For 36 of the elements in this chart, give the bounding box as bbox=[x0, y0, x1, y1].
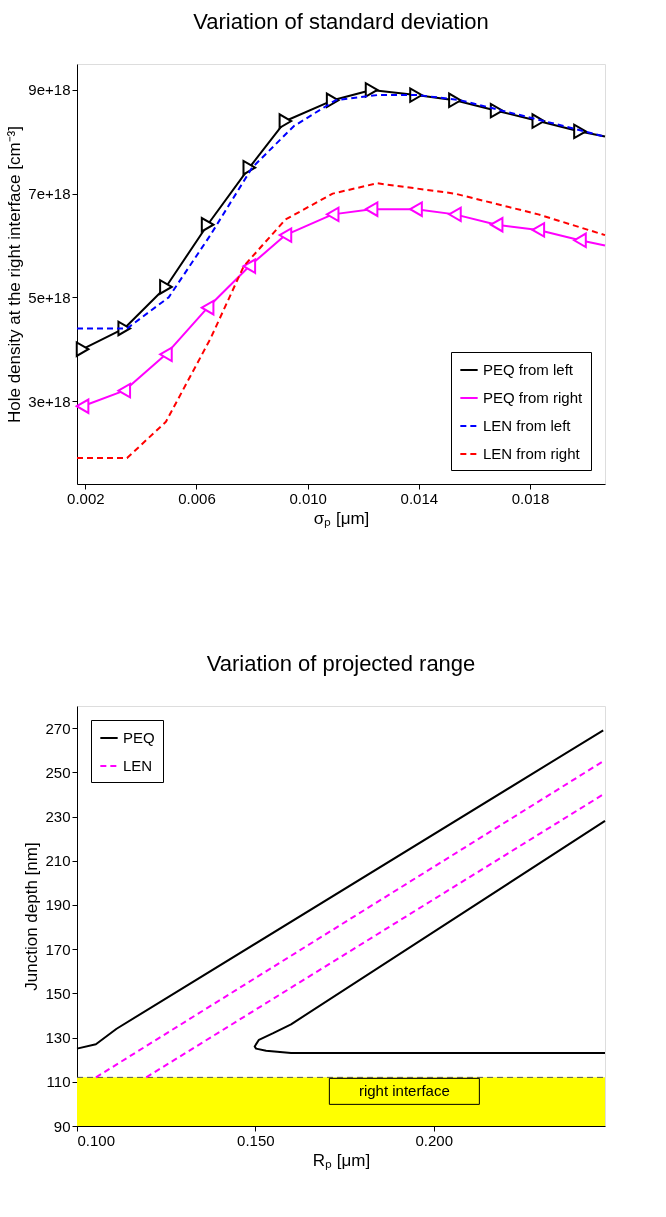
x-tick-label: 0.200 bbox=[415, 1131, 454, 1149]
chart-title: Variation of projected range bbox=[206, 651, 476, 676]
y-tick-label: 9e+18 bbox=[28, 81, 71, 99]
x-tick-label: 0.100 bbox=[77, 1131, 116, 1149]
x-tick-label: 0.006 bbox=[178, 489, 216, 507]
x-tick-label: 0.014 bbox=[400, 489, 439, 507]
x-axis-title: σₚ [μm] bbox=[313, 508, 370, 529]
chart-title: Variation of standard deviation bbox=[193, 9, 489, 34]
x-tick-label: 0.150 bbox=[237, 1131, 275, 1149]
y-tick-label: 130 bbox=[45, 1029, 71, 1047]
y-tick-label: 7e+18 bbox=[28, 185, 71, 203]
band-label: right interface bbox=[358, 1082, 450, 1100]
x-axis-title: Rₚ [μm] bbox=[312, 1150, 371, 1171]
legend-label: LEN from left bbox=[483, 417, 572, 434]
y-tick-label: 250 bbox=[45, 763, 71, 781]
legend-label: PEQ from right bbox=[483, 389, 584, 406]
line-series bbox=[253, 819, 606, 1055]
legend-label: PEQ bbox=[123, 729, 155, 746]
y-tick-label: 190 bbox=[45, 896, 71, 914]
y-tick-label: 110 bbox=[46, 1073, 71, 1091]
y-tick-label: 3e+18 bbox=[28, 392, 71, 410]
legend-label: LEN bbox=[123, 757, 153, 774]
y-axis-title: Junction depth [nm] bbox=[22, 842, 42, 991]
x-tick-label: 0.002 bbox=[67, 489, 105, 507]
x-tick-label: 0.018 bbox=[511, 489, 550, 507]
y-tick-label: 230 bbox=[45, 808, 71, 826]
x-tick-label: 0.010 bbox=[289, 489, 327, 507]
y-axis-title: Hole density at the right interface [cm⁻³] bbox=[5, 125, 25, 424]
y-tick-label: 5e+18 bbox=[28, 288, 71, 306]
y-tick-label: 170 bbox=[45, 940, 71, 958]
y-tick-label: 150 bbox=[45, 984, 71, 1002]
y-tick-label: 90 bbox=[53, 1117, 71, 1135]
legend-label: LEN from right bbox=[483, 445, 581, 462]
legend-label: PEQ from left bbox=[483, 361, 574, 378]
y-tick-label: 210 bbox=[45, 852, 71, 870]
y-tick-label: 270 bbox=[45, 719, 71, 737]
